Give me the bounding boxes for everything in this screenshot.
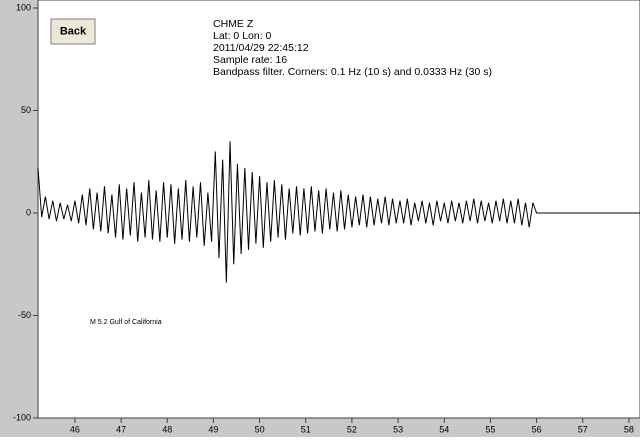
info-line: Bandpass filter. Corners: 0.1 Hz (10 s) … — [213, 66, 492, 78]
x-tick-label: 53 — [393, 424, 403, 434]
x-tick-label: 57 — [578, 424, 588, 434]
info-line: Sample rate: 16 — [213, 54, 287, 66]
info-line: Lat: 0 Lon: 0 — [213, 30, 272, 42]
info-line: 2011/04/29 22:45:12 — [213, 42, 309, 54]
x-tick-label: 46 — [70, 424, 80, 434]
waveform — [37, 141, 640, 283]
back-button[interactable]: Back — [50, 18, 96, 45]
annotation: M 5.2 Gulf of California — [90, 319, 162, 326]
y-tick-label: -50 — [18, 310, 31, 320]
x-tick-label: 47 — [116, 424, 126, 434]
x-tick-label: 52 — [347, 424, 357, 434]
button-label[interactable]: Back — [60, 25, 87, 37]
button-frame[interactable] — [50, 18, 96, 45]
x-tick-label: 49 — [208, 424, 218, 434]
x-tick-label: 54 — [439, 424, 449, 434]
x-tick-label: 51 — [301, 424, 311, 434]
y-tick-label: 50 — [21, 105, 31, 115]
info-line: CHME Z — [213, 18, 254, 30]
y-tick-label: -100 — [13, 412, 31, 422]
x-tick-label: 55 — [485, 424, 495, 434]
x-tick-label: 50 — [255, 424, 265, 434]
y-tick-label: 100 — [16, 2, 31, 12]
y-tick-label: 0 — [26, 207, 31, 217]
x-tick-label: 58 — [624, 424, 634, 434]
x-tick-label: 56 — [532, 424, 542, 434]
x-tick-label: 48 — [162, 424, 172, 434]
